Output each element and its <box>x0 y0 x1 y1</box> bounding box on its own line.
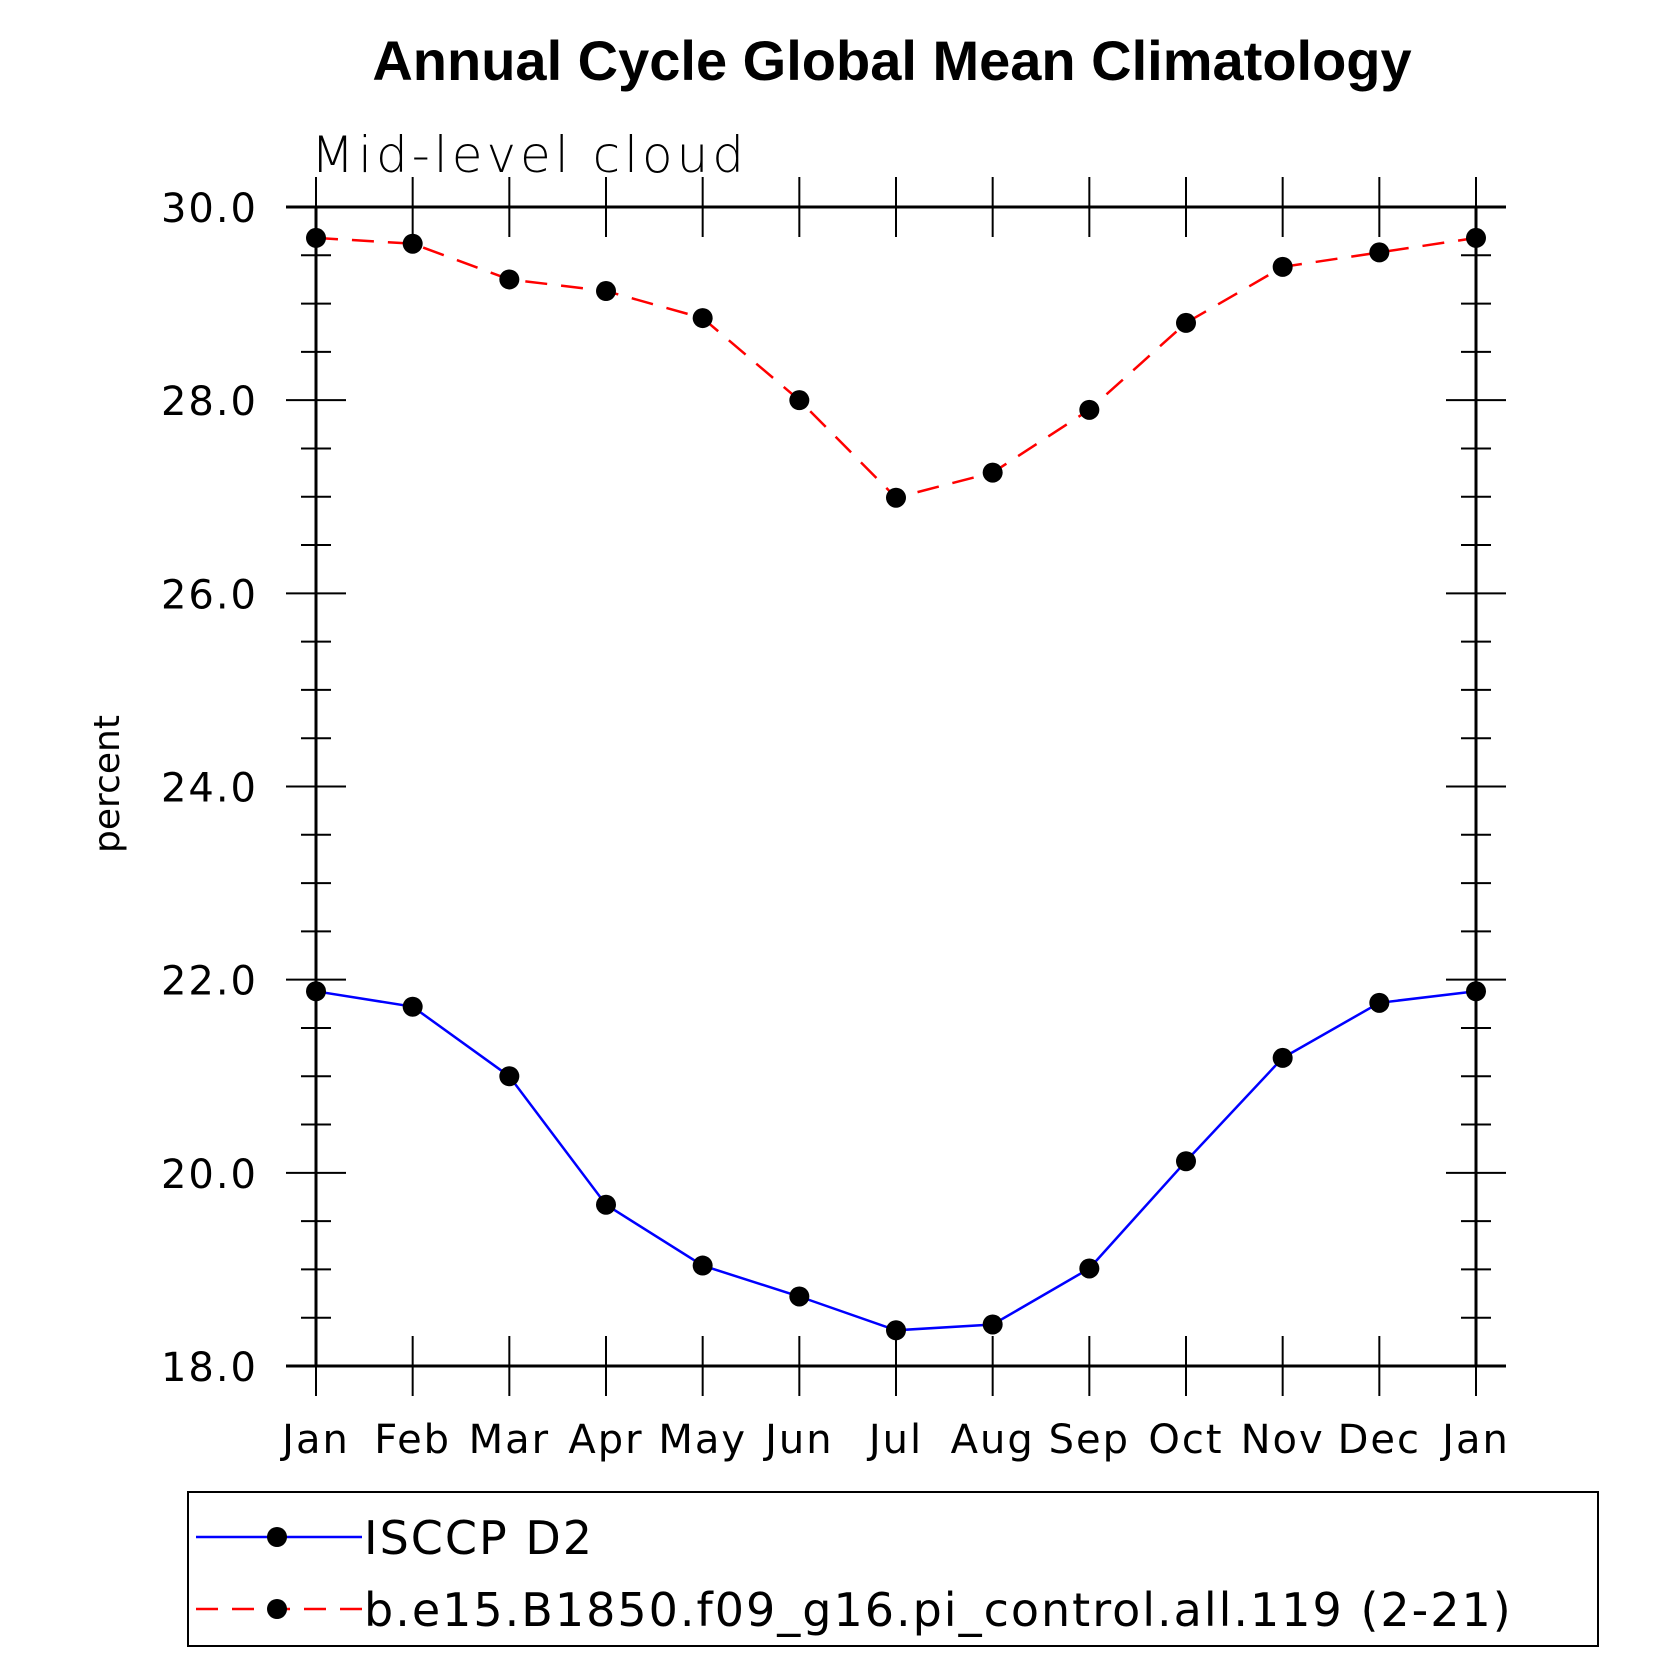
y-tick-label: 20.0 <box>161 1152 258 1198</box>
x-tick-label: Jun <box>762 1417 834 1463</box>
series-layer <box>306 227 1486 1341</box>
series-0-point <box>1272 1047 1293 1068</box>
series-0-point <box>402 996 423 1017</box>
series-1-point <box>499 269 520 290</box>
series-0-point <box>1079 1258 1100 1279</box>
series-1-point <box>789 390 810 411</box>
legend: ISCCP D2 b.e15.B1850.f09_g16.pi_control.… <box>187 1491 1599 1647</box>
series-0-point <box>886 1320 906 1341</box>
x-tick-label: Oct <box>1148 1417 1223 1463</box>
series-0-point <box>1466 981 1486 1002</box>
x-tick-label: Mar <box>469 1417 550 1463</box>
series-line-1 <box>315 236 1477 500</box>
x-tick-label: Nov <box>1241 1417 1325 1463</box>
chart-title: Annual Cycle Global Mean Climatology <box>372 29 1411 92</box>
y-tick-label: 28.0 <box>161 379 258 425</box>
x-tick-label: Feb <box>374 1417 451 1463</box>
y-tick-label: 18.0 <box>161 1345 258 1391</box>
x-tick-label: Jul <box>866 1417 923 1463</box>
series-1-point <box>1272 256 1293 277</box>
series-1-point <box>1176 312 1196 333</box>
legend-marker-isccp <box>267 1527 287 1547</box>
series-1-point <box>1079 399 1100 420</box>
series-0-point <box>1176 1151 1196 1172</box>
y-axis-ticks: 18.0 20.0 22.0 24.0 26.0 28.0 30.0 <box>161 186 1506 1391</box>
series-0-point <box>499 1066 520 1087</box>
series-line-0 <box>315 990 1477 1332</box>
x-tick-label: Jan <box>1439 1417 1510 1463</box>
series-0-point <box>789 1286 810 1307</box>
x-tick-label: Jan <box>279 1417 350 1463</box>
x-axis-ticks: Jan Feb Mar Apr May Jun Jul Aug Sep Oct Nov Dec Jan <box>279 177 1510 1463</box>
y-tick-label: 24.0 <box>161 766 258 812</box>
legend-label-model: b.e15.B1850.f09_g16.pi_control.all.119 (… <box>364 1583 1513 1637</box>
series-0-point <box>306 981 326 1002</box>
legend-marker-model <box>267 1599 287 1619</box>
x-tick-label: Apr <box>568 1417 643 1463</box>
series-1-point <box>982 462 1003 483</box>
legend-label-isccp: ISCCP D2 <box>364 1511 594 1565</box>
x-tick-label: Aug <box>951 1417 1035 1463</box>
series-1-point <box>1466 227 1486 248</box>
series-1-point <box>596 281 616 302</box>
series-0-point <box>596 1194 616 1215</box>
series-0-point <box>1369 992 1390 1013</box>
chart-subtitle: Mid-level cloud <box>311 126 748 184</box>
legend-box <box>187 1491 1599 1647</box>
y-tick-label: 22.0 <box>161 959 258 1005</box>
x-tick-label: Dec <box>1338 1417 1421 1463</box>
series-1-point <box>692 308 713 329</box>
series-1-point <box>306 227 326 248</box>
series-1-point <box>402 233 423 254</box>
series-1-point <box>1369 242 1390 263</box>
plot-frame <box>314 205 1478 1368</box>
x-tick-label: Sep <box>1049 1417 1130 1463</box>
x-tick-label: May <box>658 1417 747 1463</box>
y-tick-label: 26.0 <box>161 572 258 618</box>
series-0-point <box>692 1255 713 1276</box>
y-axis-label: percent <box>87 715 128 853</box>
series-0-point <box>982 1314 1003 1335</box>
y-tick-label: 30.0 <box>161 186 258 232</box>
series-1-point <box>886 487 906 508</box>
